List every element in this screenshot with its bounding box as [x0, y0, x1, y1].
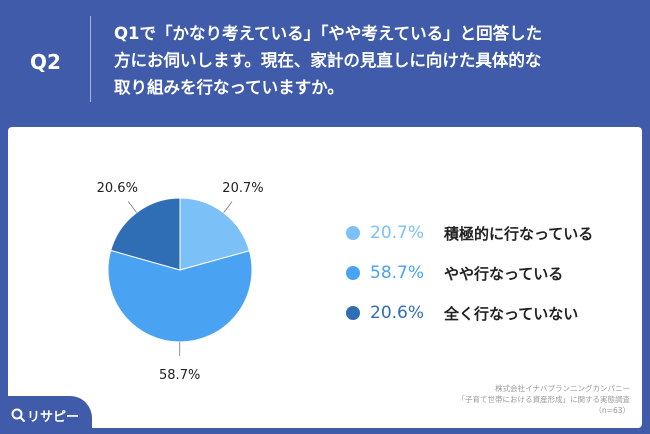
slice-label: 58.7%	[159, 368, 200, 383]
legend-item: 20.6% 全く行なっていない	[346, 293, 593, 333]
pie-slice	[179, 197, 251, 271]
legend-dot	[346, 306, 360, 320]
source-line: （n=63）	[594, 406, 630, 415]
legend-value: 20.6%	[370, 303, 425, 323]
question-header: Q2 Q1で「かなり考えている」「やや考えている」と回答した 方にお伺いします。…	[0, 0, 650, 118]
leader-line	[223, 201, 233, 213]
slice-label: 20.7%	[222, 181, 263, 196]
question-line: 方にお伺いします。現在、家計の見直しに向けた具体的な	[114, 51, 542, 70]
question-line: Q1で「かなり考えている」「やや考えている」と回答した	[114, 24, 543, 43]
pie-chart: 20.7% 58.7% 20.6%	[97, 181, 264, 383]
source-line: 株式会社イナバプランニングカンパニー	[495, 384, 630, 393]
legend-label: 積極的に行なっている	[444, 224, 594, 243]
slice-label: 20.6%	[97, 181, 138, 196]
legend-dot	[346, 226, 360, 240]
legend-label: やや行なっている	[444, 264, 564, 283]
brand-logo: リサピー	[0, 396, 92, 434]
chart-panel: 20.7% 58.7% 20.6% 20.7% 積極的に行なっている 58.7% や…	[8, 127, 642, 428]
header-divider	[90, 16, 91, 102]
brand-logo-text: リサピー	[27, 410, 80, 425]
source-line: 「子育て世帯における資産形成」に関する実態調査	[457, 395, 631, 404]
question-line: 取り組みを行なっていますか。	[114, 78, 344, 97]
question-text: Q1で「かなり考えている」「やや考えている」と回答した 方にお伺いします。現在、…	[114, 20, 634, 101]
legend-value: 58.7%	[370, 263, 425, 283]
legend-value: 20.7%	[370, 223, 425, 243]
question-number: Q2	[30, 50, 61, 74]
pie-slice	[107, 249, 253, 343]
leader-line	[127, 201, 137, 213]
source-note: 株式会社イナバプランニングカンパニー 「子育て世帯における資産形成」に関する実態…	[458, 383, 631, 416]
legend-dot	[346, 266, 360, 280]
chart-legend: 20.7% 積極的に行なっている 58.7% やや行なっている 20.6% 全く…	[346, 213, 593, 333]
legend-item: 20.7% 積極的に行なっている	[346, 213, 593, 253]
legend-label: 全く行なっていない	[444, 304, 579, 323]
magnifier-icon	[11, 408, 25, 422]
legend-item: 58.7% やや行なっている	[346, 253, 593, 293]
